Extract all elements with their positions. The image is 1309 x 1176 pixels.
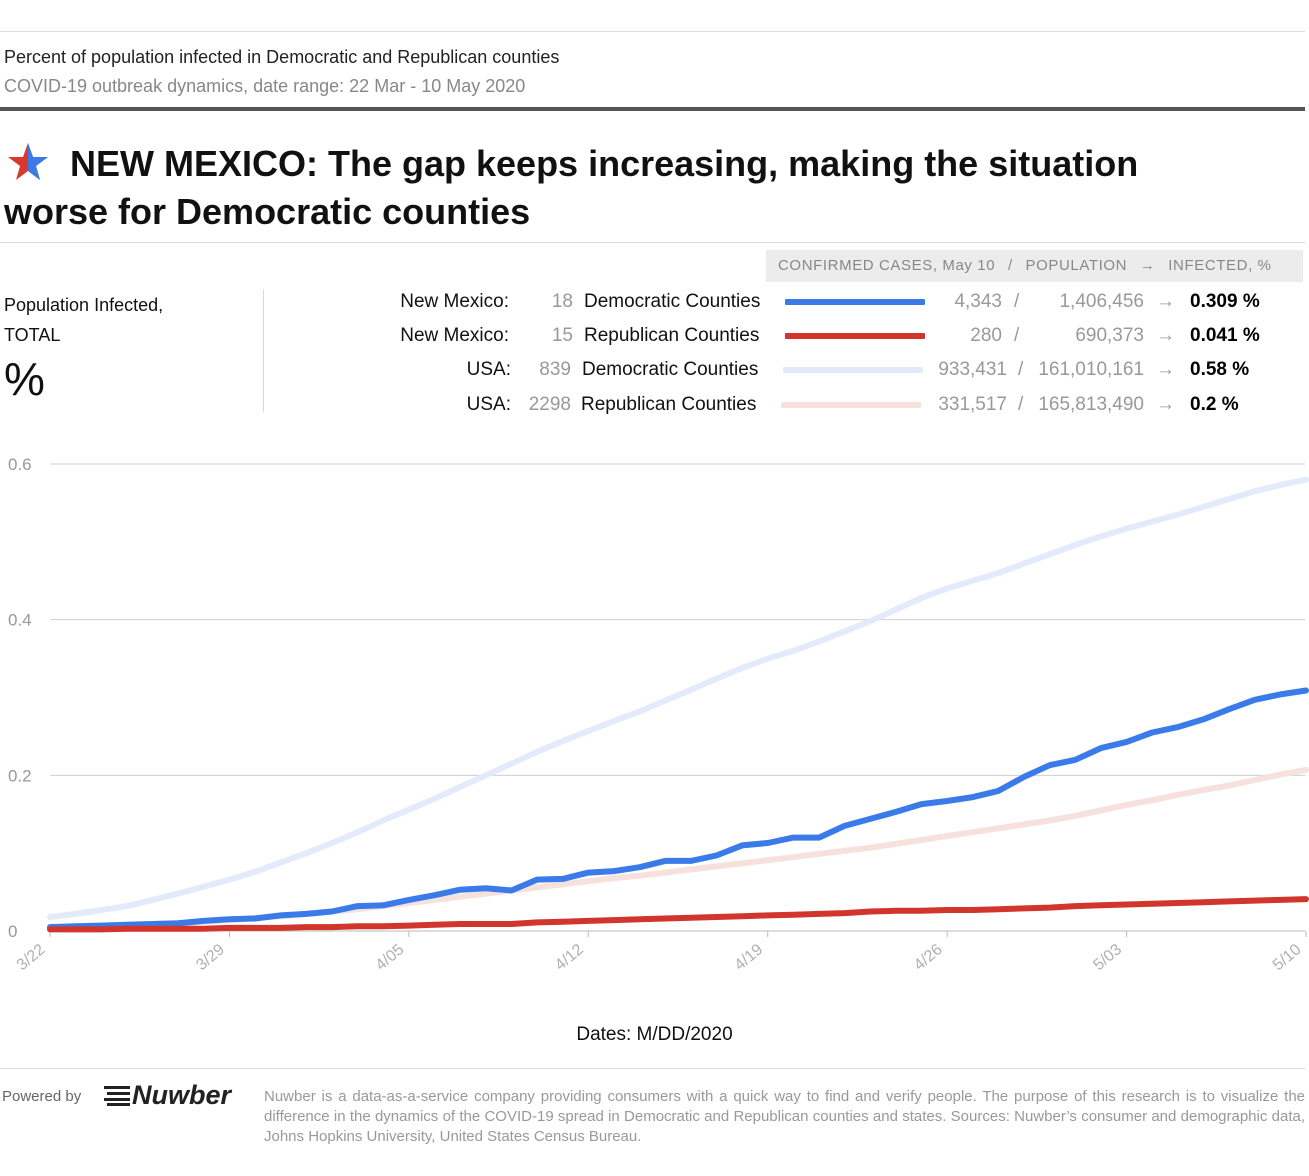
star-icon: [8, 143, 48, 180]
footer-rule: [0, 1068, 1305, 1069]
legend-series-label: Republican Counties: [584, 325, 760, 346]
legend-infected: 0.58 %: [1190, 359, 1250, 380]
legend-region: New Mexico:: [400, 291, 509, 312]
x-axis: 3/22 3/29 4/05 4/12 4/19 4/26 5/03 5/10: [14, 931, 1307, 974]
line-chart: 0 0.2 0.4 0.6 3/22 3/29 4/05 4/12 4/19 4/26 5/03 5…: [8, 455, 1309, 974]
legend-swatch: [785, 333, 925, 339]
legend-row: USA: 2298 Republican Counties 331,517 / …: [0, 390, 1309, 420]
legend-cases: 331,517: [938, 394, 1007, 415]
legend-header-population: POPULATION: [1025, 257, 1128, 274]
legend-header-cases: CONFIRMED CASES, May 10: [778, 257, 996, 274]
legend-arrow: →: [1156, 359, 1175, 380]
top-rule: [0, 31, 1305, 32]
legend-arrow: →: [1156, 291, 1175, 312]
legend-population: 1,406,456: [1059, 291, 1144, 312]
legend-row: New Mexico: 18 Democratic Counties 4,343…: [0, 287, 1309, 317]
series: [47, 476, 1309, 933]
chart-subtitle: Percent of population infected in Democr…: [4, 47, 560, 67]
unit-label: %: [4, 353, 45, 405]
legend-count: 18: [551, 291, 573, 312]
y-axis-title-line2: TOTAL: [4, 325, 61, 345]
legend-population: 165,813,490: [1038, 394, 1144, 415]
legend-slash: /: [1014, 325, 1020, 346]
y-axis-title-line1: Population Infected,: [4, 295, 164, 315]
date-range: COVID-19 outbreak dynamics, date range: …: [4, 76, 526, 96]
legend-header-infected: INFECTED, %: [1168, 257, 1272, 274]
headline-text: NEW MEXICO: The gap keeps increasing, ma…: [4, 143, 1139, 232]
series-line-0: [47, 476, 1309, 920]
gridlines: [50, 463, 1305, 932]
legend-series-label: Democratic Counties: [582, 359, 759, 380]
y-axis-title: Population Infected, TOTAL: [4, 290, 163, 350]
legend-slash: /: [1018, 394, 1024, 415]
legend-row: New Mexico: 15 Republican Counties 280 /…: [0, 321, 1309, 351]
legend-count: 15: [551, 325, 573, 346]
y-tick-label: 0: [8, 922, 17, 941]
legend-slash: /: [1018, 359, 1024, 380]
header-divider: [0, 107, 1305, 111]
legend-region: New Mexico:: [400, 325, 509, 346]
x-tick-label: 4/05: [373, 941, 408, 974]
legend-infected: 0.041 %: [1190, 325, 1260, 346]
legend-cases: 4,343: [954, 291, 1002, 312]
series-line-2: [47, 687, 1309, 931]
legend-swatch: [785, 299, 925, 305]
legend-swatch: [781, 402, 921, 408]
x-tick-label: 3/29: [193, 941, 228, 974]
legend-slash: /: [1014, 291, 1020, 312]
x-tick-label: 4/26: [911, 941, 946, 974]
y-tick-label: 0.6: [8, 455, 32, 474]
x-tick-label: 4/12: [552, 941, 587, 974]
x-axis-title: Dates: M/DD/2020: [576, 1024, 733, 1045]
legend-arrow: →: [1156, 394, 1175, 415]
legend-series-label: Republican Counties: [581, 394, 757, 415]
legend-divider: [263, 290, 264, 412]
nuwber-logo[interactable]: Nuwber: [104, 1080, 231, 1111]
legend-row: USA: 839 Democratic Counties 933,431 / 1…: [0, 355, 1309, 385]
powered-by: Powered by: [2, 1088, 82, 1105]
y-axis: 0 0.2 0.4 0.6: [8, 455, 32, 941]
legend-infected: 0.309 %: [1190, 291, 1260, 312]
x-tick-label: 4/19: [732, 941, 767, 974]
legend-count: 2298: [528, 394, 571, 415]
y-tick-label: 0.2: [8, 766, 32, 785]
logo-mark-icon: [104, 1086, 130, 1106]
legend-swatch: [783, 367, 923, 373]
legend-population: 690,373: [1075, 325, 1144, 346]
y-tick-label: 0.4: [8, 611, 32, 630]
logo-text: Nuwber: [132, 1080, 232, 1110]
footer-disclaimer: Nuwber is a data-as-a-service company pr…: [264, 1088, 1305, 1145]
legend-population: 161,010,161: [1038, 359, 1144, 380]
headline-rule: [0, 242, 1305, 243]
legend-header: CONFIRMED CASES, May 10 / POPULATION → I…: [766, 250, 1303, 282]
legend-header-arrow: →: [1139, 257, 1156, 274]
legend-region: USA:: [466, 394, 511, 415]
x-tick-label: 5/03: [1090, 941, 1125, 974]
legend-arrow: →: [1156, 325, 1175, 346]
legend-series-label: Democratic Counties: [584, 291, 761, 312]
legend-infected: 0.2 %: [1190, 394, 1239, 415]
legend-region: USA:: [466, 359, 511, 380]
legend-cases: 933,431: [938, 359, 1007, 380]
x-tick-label: 5/10: [1270, 941, 1305, 974]
legend-count: 839: [539, 359, 571, 380]
legend-header-sep: /: [1007, 257, 1013, 274]
series-line-3: [47, 896, 1309, 933]
legend-cases: 280: [970, 325, 1002, 346]
x-tick-label: 3/22: [14, 941, 49, 974]
headline: NEW MEXICO: The gap keeps increasing, ma…: [4, 140, 1244, 236]
